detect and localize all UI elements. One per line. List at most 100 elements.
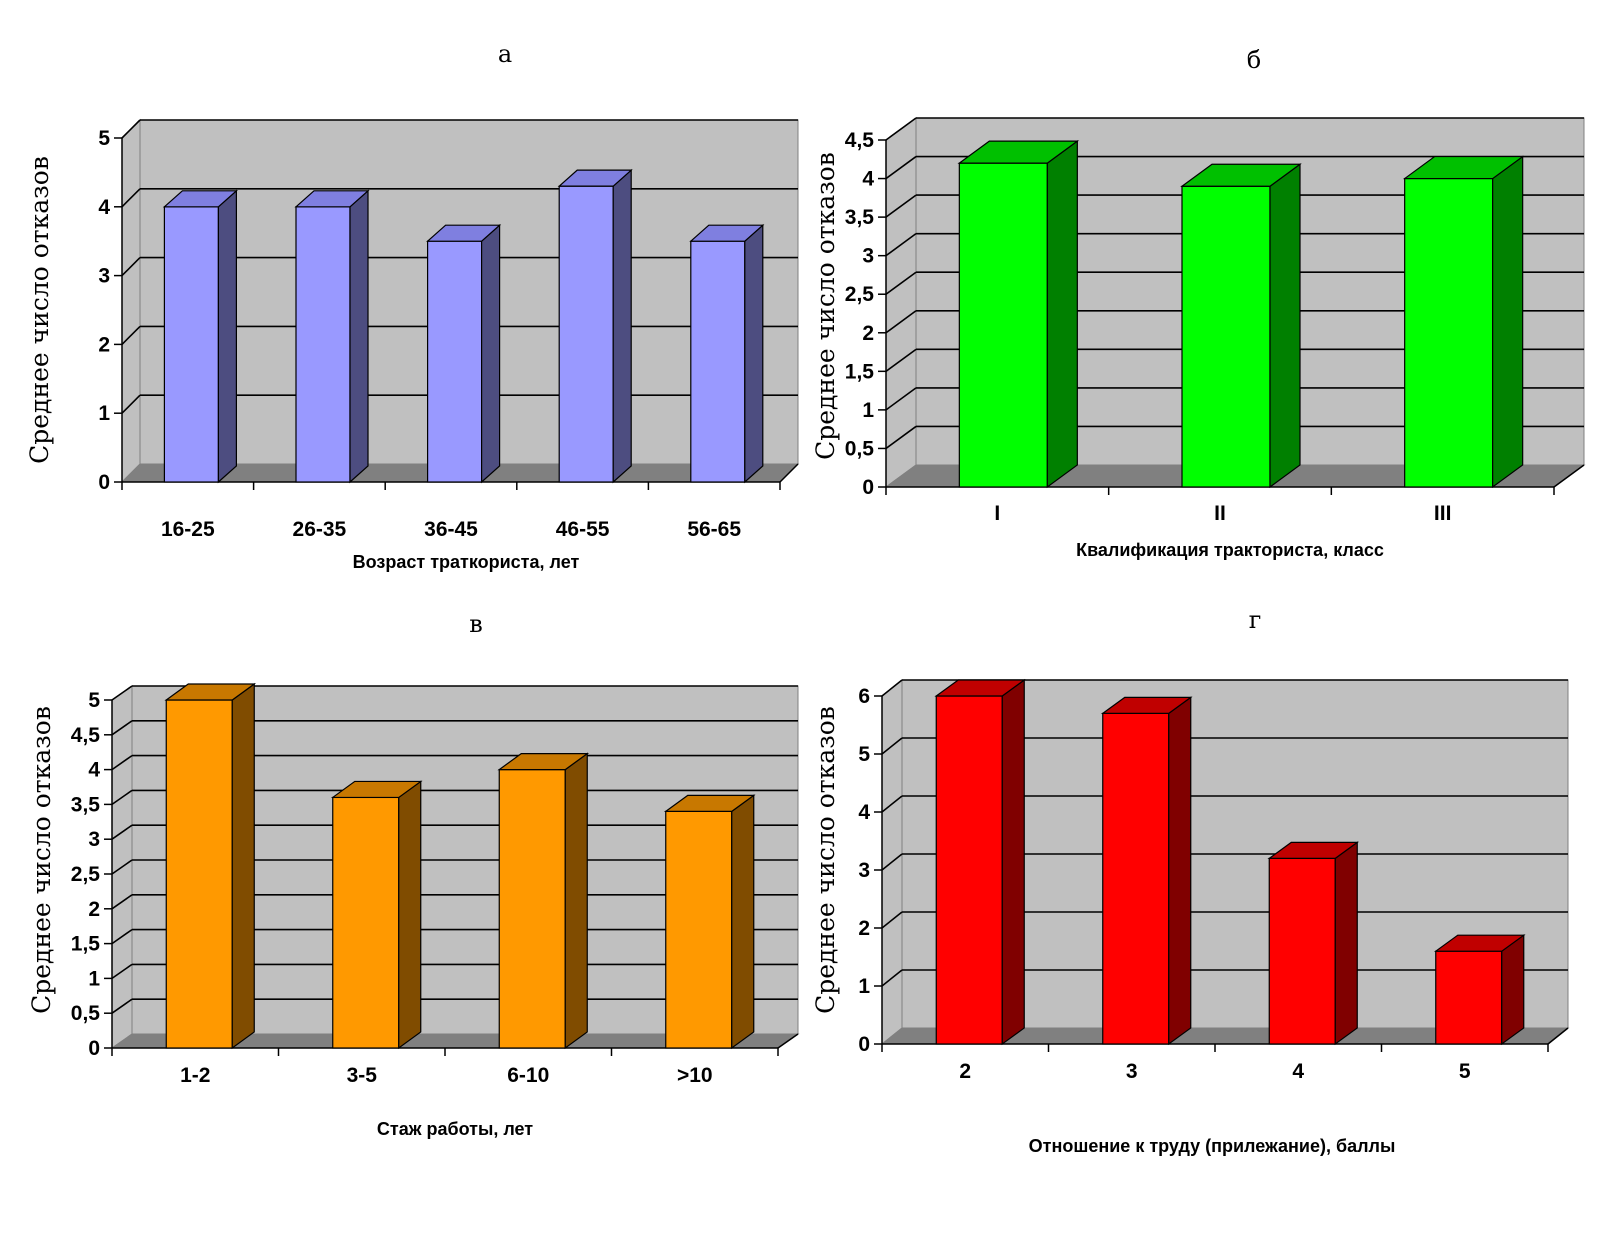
y-tick-label: 0	[858, 1033, 870, 1056]
y-axis-title: Среднее число отказов	[811, 706, 840, 1014]
bar-front	[163, 206, 219, 483]
y-tick-label: 6	[858, 685, 870, 708]
bar-front	[1102, 712, 1170, 1045]
gridline-side	[885, 117, 917, 141]
y-tick-label: 3,5	[71, 793, 101, 816]
x-tick-label: 26-35	[293, 518, 347, 541]
y-tick-label: 2	[862, 322, 874, 345]
bar-top	[689, 224, 765, 242]
y-tick-label: 4	[862, 168, 874, 191]
bar-top	[294, 190, 370, 208]
gridline-side	[885, 387, 917, 411]
gridline-side	[885, 310, 917, 334]
gridline-side	[885, 233, 917, 257]
bar-side	[1168, 696, 1192, 1046]
x-axis-depth	[1553, 464, 1585, 488]
x-axis-title: Отношение к труду (прилежание), баллы	[1029, 1136, 1396, 1156]
bar-side	[612, 168, 632, 484]
gridline-side	[111, 685, 133, 701]
chart-panel-4: г 0 1 2 3 4 5 6 2 3 4 5 Среднее число отказов Отношен…	[811, 606, 1570, 1156]
gridline-side	[111, 754, 133, 771]
bar-side	[1269, 163, 1301, 489]
bar-side	[564, 752, 588, 1050]
panel-letter: а	[498, 40, 512, 68]
bar-front	[690, 240, 746, 483]
bar-side	[1492, 155, 1524, 489]
bar-front	[165, 699, 233, 1049]
x-tick-label: I	[994, 502, 1000, 525]
bar-top	[164, 683, 257, 701]
bar-side	[398, 780, 422, 1050]
x-tick-label: II	[1214, 502, 1226, 525]
x-tick-label: 4	[1292, 1060, 1304, 1083]
x-axis-title: Стаж работы, лет	[377, 1119, 533, 1139]
gridline-side	[885, 194, 917, 218]
bar-top	[1433, 934, 1526, 952]
gridline-side	[121, 394, 141, 414]
gridline-side	[111, 824, 133, 840]
y-tick-label: 3	[862, 245, 874, 268]
bar-front	[498, 768, 566, 1049]
bar-top	[663, 794, 756, 812]
y-tick-label: 2	[98, 333, 110, 356]
bar-side	[217, 189, 237, 484]
bar-side	[1046, 139, 1078, 489]
bar-side	[1501, 934, 1525, 1046]
bar-front	[958, 162, 1048, 488]
bar-front	[935, 695, 1003, 1045]
y-tick-label: 4	[98, 196, 110, 219]
y-tick-label: 5	[858, 743, 870, 766]
gridline-side	[111, 859, 133, 875]
y-axis-title: Среднее число отказов	[25, 156, 54, 464]
bar-front	[1181, 185, 1271, 488]
y-tick-label: 5	[88, 689, 100, 712]
chart-panel-3: в 0 0,5 1 1,5 2 2,5 3 3,5 4 4,5 5 1-2 3-5 6-10 >10 Средн…	[27, 610, 800, 1139]
gridline-side	[121, 188, 141, 208]
gridline-side	[121, 119, 141, 139]
x-tick-label: 5	[1459, 1060, 1471, 1083]
bar-front	[665, 810, 733, 1049]
x-axis-depth	[777, 1033, 799, 1049]
x-tick-label: 46-55	[556, 518, 610, 541]
bar-top	[1402, 155, 1525, 180]
gridline-side	[881, 853, 903, 871]
bar-front	[1404, 177, 1494, 488]
bar-top	[1180, 163, 1302, 187]
panel-letter: г	[1249, 606, 1262, 634]
y-tick-label: 4,5	[71, 724, 101, 747]
y-tick-label: 0	[862, 476, 874, 499]
x-tick-label: 3-5	[347, 1064, 378, 1087]
gridline-side	[121, 325, 141, 345]
gridline-side	[885, 348, 917, 372]
x-tick-label: >10	[677, 1064, 713, 1087]
bar-front	[427, 240, 483, 483]
bar-side	[481, 223, 501, 484]
y-tick-label: 4	[858, 801, 870, 824]
gridline-side	[881, 911, 903, 929]
y-tick-label: 2,5	[71, 863, 101, 886]
x-tick-label: 16-25	[161, 518, 215, 541]
y-tick-label: 1	[88, 967, 100, 990]
bar-top	[1267, 841, 1360, 860]
y-tick-label: 2,5	[845, 283, 875, 306]
chart-panel-1: а 0 1 2 3 4 5 16-25 26-35 36-45 46-55 56-65 Среднее …	[25, 40, 800, 572]
bar-top	[557, 169, 633, 187]
side-wall	[121, 118, 141, 484]
bar-front	[558, 185, 614, 483]
gridline-side	[881, 795, 903, 813]
y-tick-label: 0,5	[71, 1002, 101, 1025]
y-tick-label: 3	[858, 859, 870, 882]
panel-letter: б	[1247, 46, 1261, 74]
x-tick-label: 3	[1126, 1060, 1138, 1083]
bar-front	[332, 796, 400, 1049]
y-tick-label: 3	[98, 265, 110, 288]
bar-top	[426, 224, 502, 242]
x-tick-label: III	[1434, 502, 1452, 525]
y-tick-label: 1	[98, 402, 110, 425]
bar-front	[1268, 857, 1336, 1045]
y-axis-title: Среднее число отказов	[27, 706, 56, 1014]
gridline-side	[111, 963, 133, 980]
y-tick-label: 4,5	[845, 129, 875, 152]
y-tick-label: 5	[98, 127, 110, 150]
